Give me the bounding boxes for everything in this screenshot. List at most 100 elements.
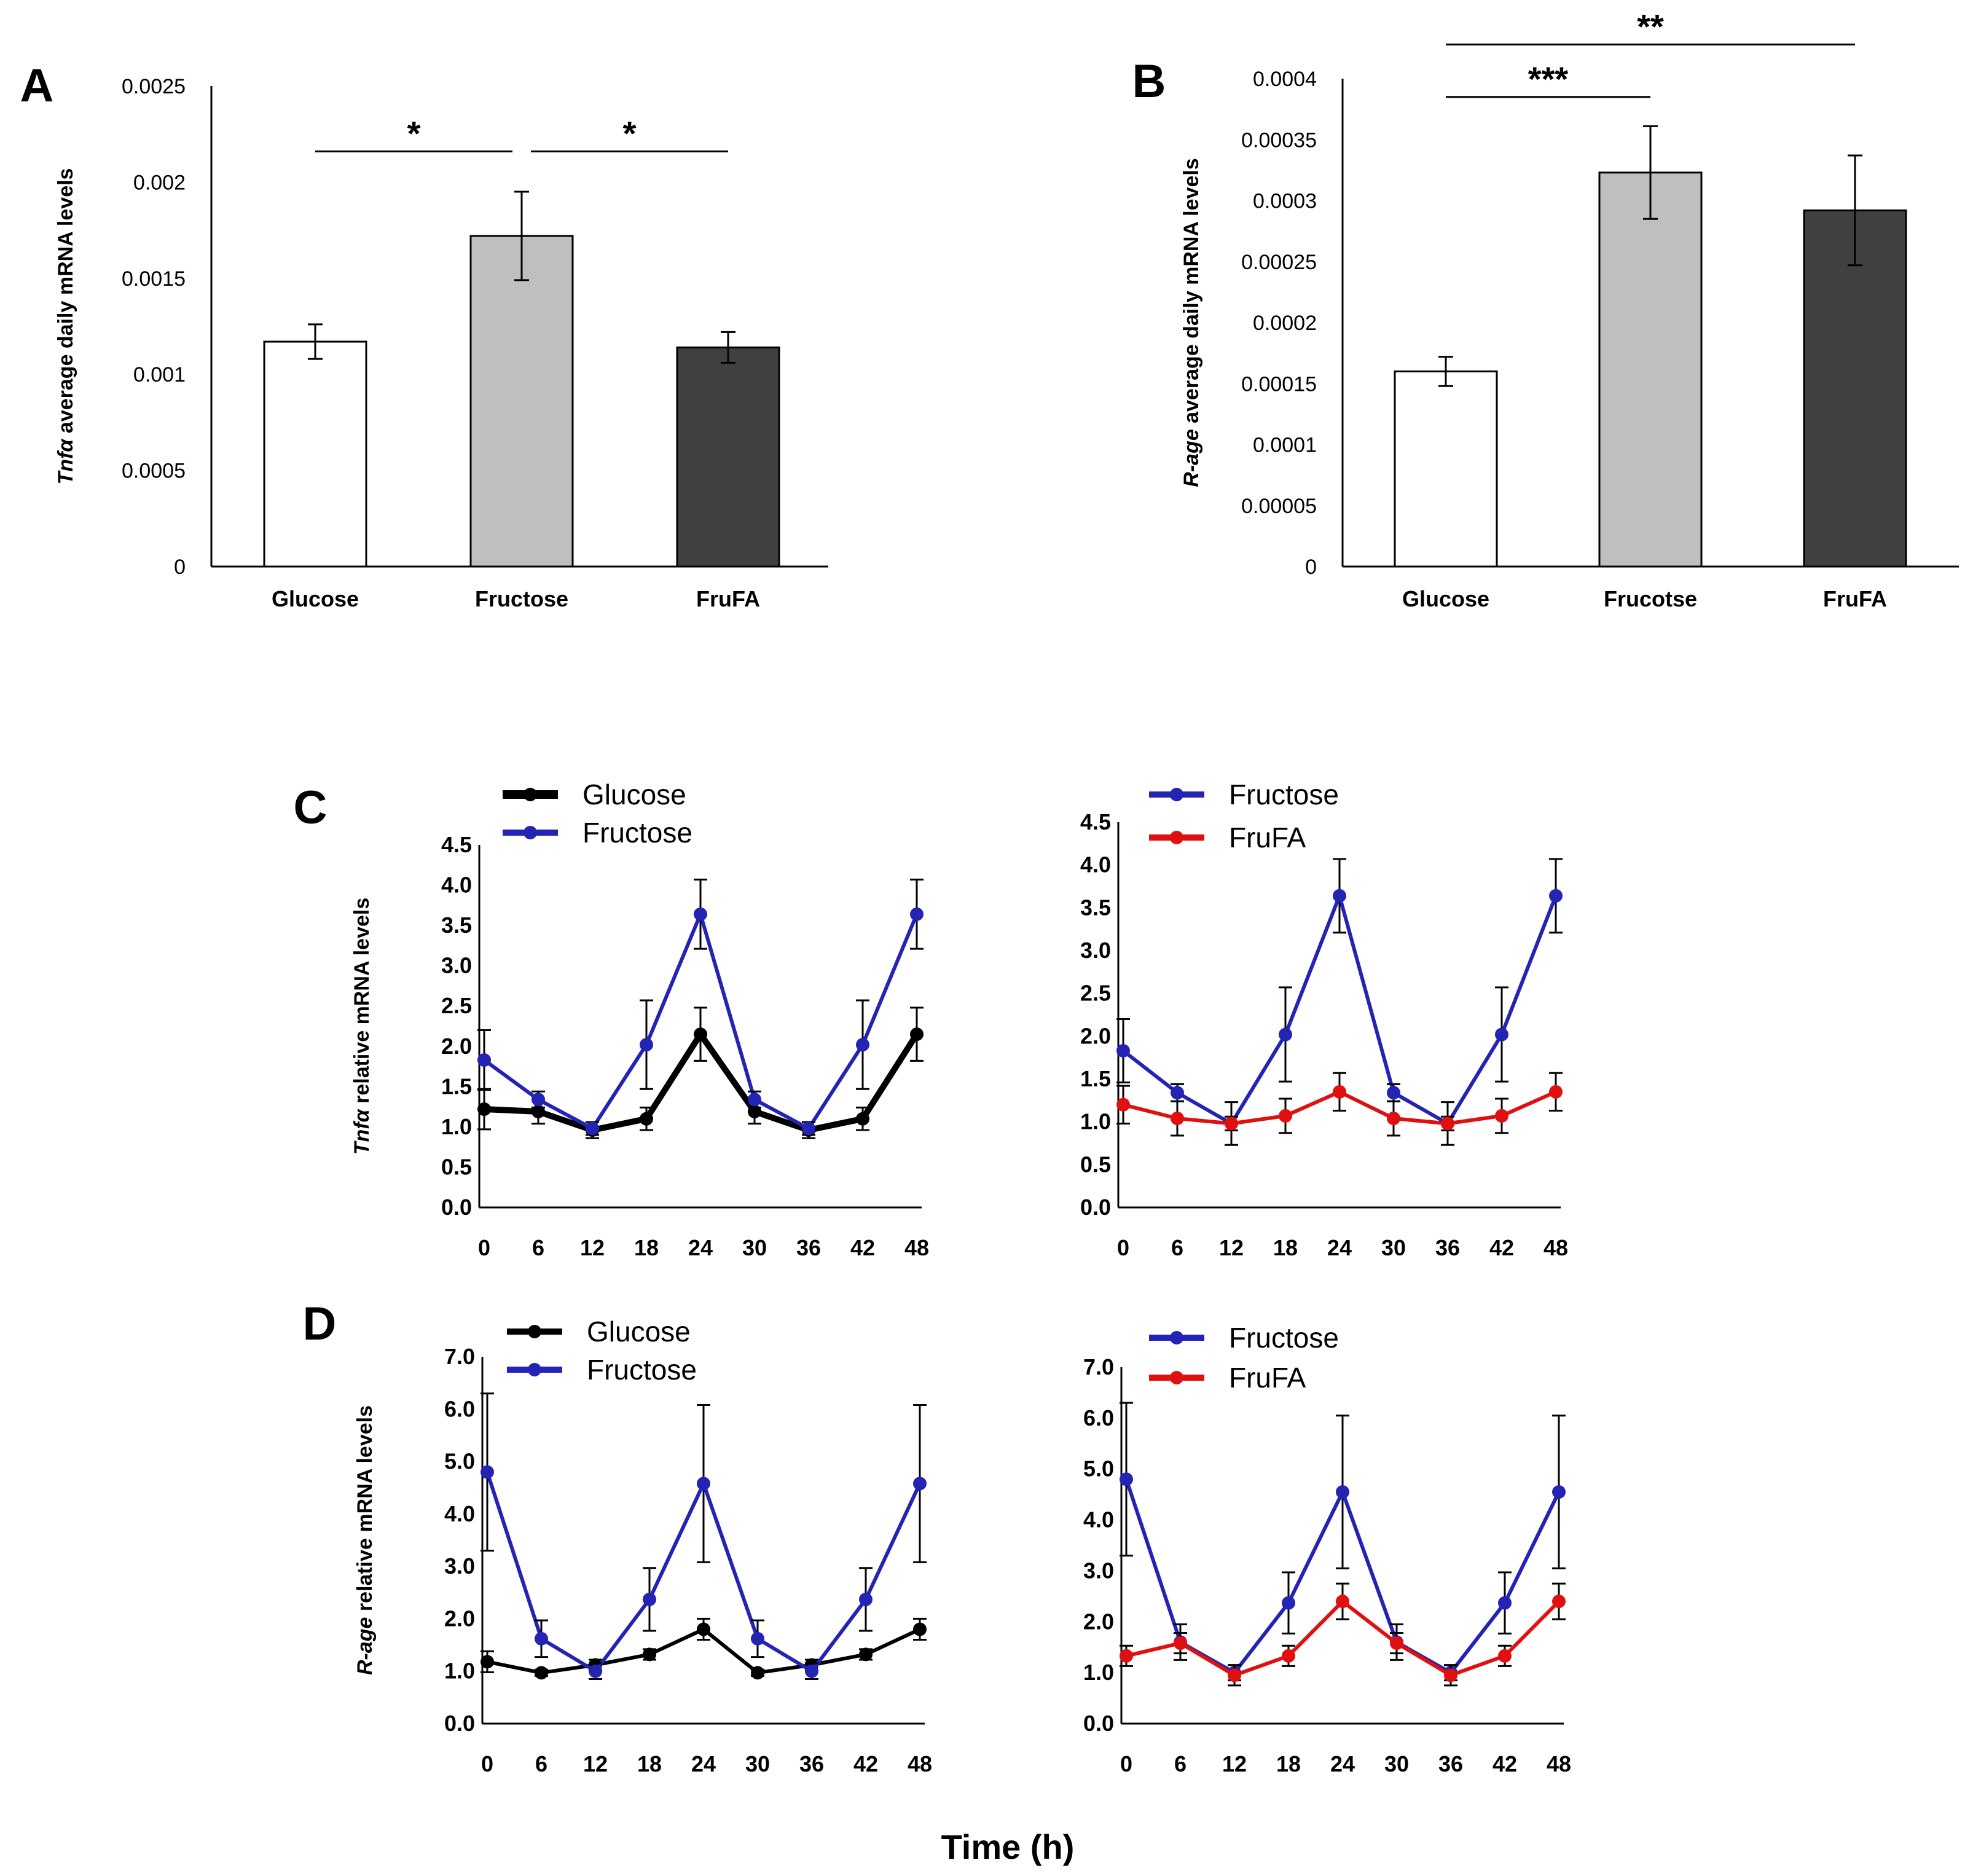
data-point [859,1647,873,1662]
legend-label: FruFA [1229,822,1306,854]
y-tick-label: 6.0 [1083,1405,1114,1431]
y-axis-label: Tnfα relative mRNA levels [350,898,374,1155]
data-point [1387,1112,1400,1126]
y-tick-label: 1.0 [441,1114,472,1139]
series-glucose [477,1007,924,1139]
x-tick-label: 36 [1438,1751,1463,1776]
data-point [1225,1117,1238,1131]
data-point [1171,1086,1184,1100]
y-tick-label: 0.0 [1080,1195,1111,1220]
legend-marker [524,788,537,801]
y-tick-label: 0.0025 [122,75,186,98]
series-fructose [481,1392,927,1681]
series-fructose [477,878,924,1136]
x-tick-label: 0 [1117,1235,1129,1260]
series-frufa [1116,1072,1563,1146]
series-frufa [1120,1582,1566,1687]
category-label: Glucose [272,586,359,611]
y-tick-label: 0.0 [441,1195,472,1220]
data-point [643,1592,656,1606]
x-tick-label: 48 [904,1235,929,1260]
data-point [1549,889,1563,903]
y-tick-label: 1.0 [1083,1660,1114,1685]
data-point [1552,1485,1566,1499]
y-tick-label: 0.00005 [1241,495,1317,518]
legend-label: Glucose [582,779,686,810]
significance-marker: * [407,114,421,152]
x-tick-label: 30 [745,1751,770,1776]
bar-frufa [1803,209,1907,568]
legend-label: Fructose [1229,779,1339,810]
data-point [1495,1109,1508,1123]
x-tick-label: 6 [1174,1751,1187,1776]
x-tick-label: 0 [481,1751,493,1776]
y-tick-label: 3.0 [1083,1558,1114,1583]
x-tick-label: 18 [1273,1235,1298,1260]
x-tick-label: 42 [1489,1235,1514,1260]
x-axis-title: Time (h) [941,1827,1075,1866]
data-point [1444,1668,1457,1682]
data-point [1387,1086,1400,1100]
y-tick-label: 2.5 [441,993,472,1018]
x-tick-label: 30 [742,1235,767,1260]
y-tick-label: 2.0 [444,1606,475,1631]
data-point [1171,1112,1184,1126]
y-tick-label: 0.0 [1083,1711,1114,1736]
x-tick-label: 12 [1219,1235,1244,1260]
data-point [535,1666,548,1680]
data-point [1390,1636,1403,1650]
data-point [1120,1472,1133,1486]
series-fructose [1116,858,1563,1132]
legend-label: Fructose [587,1354,697,1386]
y-tick-label: 0.0004 [1253,68,1317,91]
data-point [1228,1668,1241,1682]
y-axis-label: R-age average daily mRNA levels [1180,158,1203,487]
y-tick-label: 5.0 [1083,1456,1114,1482]
data-point [751,1666,764,1680]
x-tick-label: 24 [688,1235,713,1260]
y-tick-label: 3.0 [441,953,472,978]
data-point [856,1038,869,1052]
data-point [1336,1485,1349,1499]
y-tick-label: 3.0 [444,1553,475,1579]
data-point [751,1631,764,1646]
x-tick-label: 0 [478,1235,490,1260]
legend-marker [528,1363,541,1376]
x-tick-label: 12 [1222,1751,1247,1776]
x-tick-label: 0 [1120,1751,1132,1776]
data-point [697,1622,710,1636]
data-point [1120,1649,1133,1663]
x-tick-label: 18 [634,1235,659,1260]
panel-c-right-line-chart: 0.0 0.5 1.0 1.5 2.0 2.5 3.0 3.5 4.0 4.5 0 6 12 18 24 30… [1080,779,1568,1260]
y-tick-label: 7.0 [1083,1354,1114,1380]
x-tick-label: 6 [1171,1235,1183,1260]
legend-marker [1170,1331,1183,1344]
x-tick-label: 6 [535,1751,547,1776]
data-point [481,1465,494,1479]
x-tick-label: 24 [1327,1235,1352,1260]
data-point [913,1622,927,1636]
bar-glucose [263,340,367,568]
data-point [643,1647,656,1662]
category-label: FruFA [1823,586,1887,611]
category-label: FruFA [696,586,760,611]
x-tick-label: 24 [1330,1751,1355,1776]
y-tick-label: 3.5 [1080,895,1111,920]
x-tick-label: 42 [853,1751,878,1776]
y-tick-label: 1.5 [1080,1066,1111,1091]
y-tick-label: 0.0003 [1253,190,1317,213]
data-point [535,1631,548,1646]
data-point [1495,1027,1508,1042]
panel-a-bar-chart: A 0 0.0005 0.001 0.0015 0.002 0.0025 Tnfα avera… [20,60,828,611]
data-point [1336,1595,1349,1609]
legend-label: Glucose [587,1316,691,1348]
legend-marker [1170,831,1183,844]
y-tick-label: 0 [1305,555,1317,579]
data-point [1279,1109,1292,1123]
y-tick-label: 0.00025 [1241,251,1317,274]
data-point [1282,1649,1295,1663]
panel-label: B [1132,55,1166,108]
series-fructose [1120,1402,1566,1682]
data-point [589,1664,602,1678]
data-point [1116,1097,1130,1112]
